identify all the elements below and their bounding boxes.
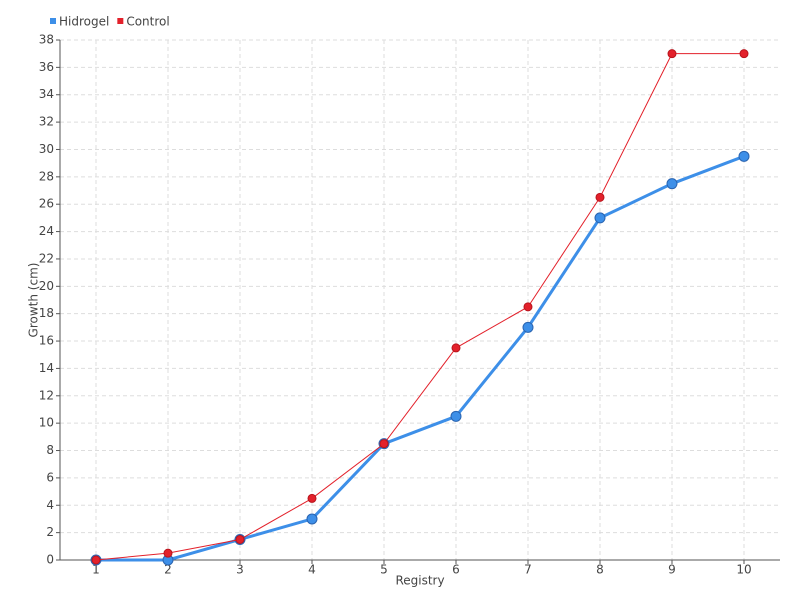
x-tick-label: 3 bbox=[236, 563, 244, 577]
data-point bbox=[594, 212, 606, 224]
y-tick-label: 28 bbox=[39, 169, 54, 183]
data-point bbox=[307, 493, 317, 503]
y-tick-label: 2 bbox=[46, 525, 54, 539]
x-tick-label: 9 bbox=[668, 563, 676, 577]
series-line bbox=[96, 154, 745, 562]
y-tick-label: 6 bbox=[46, 470, 54, 484]
y-tick-label: 36 bbox=[39, 60, 54, 74]
y-tick-label: 22 bbox=[39, 251, 54, 265]
data-point bbox=[738, 150, 750, 162]
series-line bbox=[95, 53, 744, 561]
y-tick-label: 38 bbox=[39, 33, 54, 47]
legend-swatch bbox=[117, 18, 124, 24]
y-axis-label: Growth (cm) bbox=[27, 263, 41, 338]
data-point bbox=[522, 321, 534, 333]
y-tick-label: 24 bbox=[39, 224, 54, 238]
y-tick-label: 16 bbox=[39, 334, 54, 348]
data-point bbox=[306, 513, 318, 525]
x-tick-label: 10 bbox=[736, 563, 751, 577]
data-point bbox=[666, 178, 678, 190]
y-tick-label: 20 bbox=[39, 279, 54, 293]
y-tick-label: 18 bbox=[39, 306, 54, 320]
data-point bbox=[235, 534, 245, 544]
x-tick-label: 2 bbox=[164, 563, 172, 577]
data-point bbox=[667, 49, 677, 59]
x-tick-label: 1 bbox=[92, 563, 100, 577]
x-tick-label: 8 bbox=[596, 563, 604, 577]
data-point bbox=[379, 439, 389, 449]
y-tick-label: 34 bbox=[39, 87, 54, 101]
data-point bbox=[739, 49, 749, 59]
y-tick-label: 32 bbox=[39, 115, 54, 129]
y-tick-label: 30 bbox=[39, 142, 54, 156]
x-tick-label: 7 bbox=[524, 563, 532, 577]
y-tick-label: 26 bbox=[39, 197, 54, 211]
legend-swatch bbox=[50, 18, 56, 24]
data-point bbox=[451, 343, 461, 353]
y-tick-label: 8 bbox=[46, 443, 54, 457]
x-tick-label: 4 bbox=[308, 563, 316, 577]
y-tick-label: 10 bbox=[39, 416, 54, 430]
y-tick-label: 12 bbox=[39, 388, 54, 402]
y-tick-label: 14 bbox=[39, 361, 54, 375]
data-point bbox=[163, 548, 173, 558]
x-tick-label: 6 bbox=[452, 563, 460, 577]
data-point bbox=[523, 302, 533, 312]
legend-label: Hidrogel bbox=[59, 15, 109, 29]
x-axis-label: Registry bbox=[395, 574, 444, 588]
x-tick-label: 5 bbox=[380, 563, 388, 577]
y-tick-label: 4 bbox=[46, 498, 54, 512]
data-point bbox=[450, 410, 462, 422]
data-point bbox=[595, 192, 605, 202]
legend-label: Control bbox=[126, 15, 169, 29]
data-point bbox=[91, 555, 101, 565]
y-tick-label: 0 bbox=[46, 553, 54, 567]
